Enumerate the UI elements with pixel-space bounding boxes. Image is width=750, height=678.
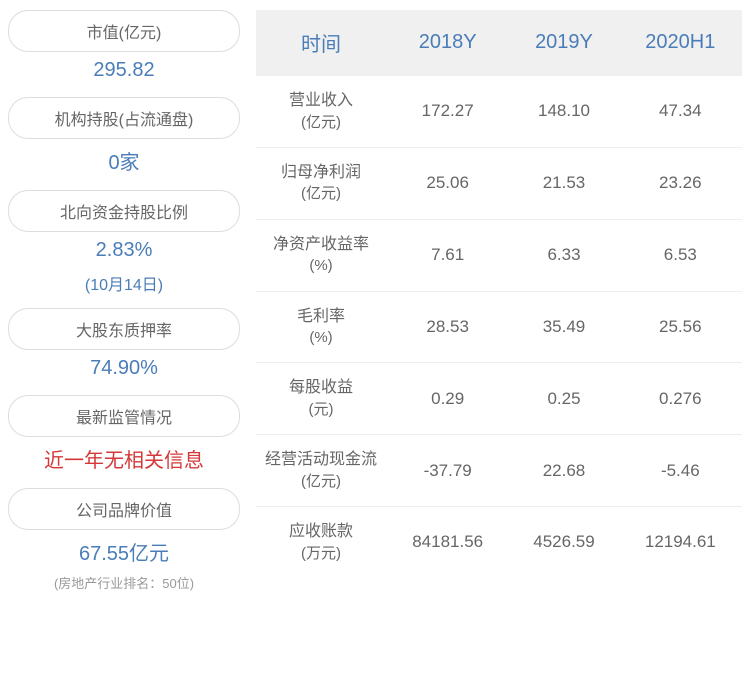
table-cell: 0.29: [386, 363, 509, 435]
table-cell: 6.33: [509, 219, 618, 291]
table-cell: 0.25: [509, 363, 618, 435]
table-cell: 35.49: [509, 291, 618, 363]
table-row: 经营活动现金流(亿元)-37.7922.68-5.46: [256, 435, 742, 507]
metric-label: 大股东质押率: [8, 308, 240, 350]
row-label-main: 经营活动现金流: [262, 449, 380, 471]
metric-value: 近一年无相关信息: [8, 442, 240, 475]
metric-label: 机构持股(占流通盘): [8, 97, 240, 139]
row-label-unit: (亿元): [262, 472, 380, 492]
table-cell: 4526.59: [509, 507, 618, 578]
financial-table-panel: 时间 2018Y 2019Y 2020H1 营业收入(亿元)172.27148.…: [248, 10, 742, 668]
row-label-main: 归母净利润: [262, 162, 380, 184]
table-cell: 25.06: [386, 147, 509, 219]
table-cell: -37.79: [386, 435, 509, 507]
table-cell: 172.27: [386, 76, 509, 148]
table-cell: 23.26: [619, 147, 742, 219]
row-label-main: 净资产收益率: [262, 234, 380, 256]
metric-label: 市值(亿元): [8, 10, 240, 52]
table-cell: 22.68: [509, 435, 618, 507]
metric-value: 295.82: [8, 57, 240, 84]
metric-label: 北向资金持股比例: [8, 190, 240, 232]
row-label: 净资产收益率(%): [256, 219, 386, 291]
header-time: 时间: [256, 10, 386, 76]
row-label: 每股收益(元): [256, 363, 386, 435]
table-cell: 6.53: [619, 219, 742, 291]
table-cell: 12194.61: [619, 507, 742, 578]
row-label-unit: (元): [262, 400, 380, 420]
metric-value: 0家: [8, 144, 240, 177]
table-row: 每股收益(元)0.290.250.276: [256, 363, 742, 435]
row-label-unit: (亿元): [262, 184, 380, 204]
row-label: 应收账款(万元): [256, 507, 386, 578]
metric-value: 2.83%: [8, 237, 240, 264]
row-label-unit: (万元): [262, 544, 380, 564]
table-row: 归母净利润(亿元)25.0621.5323.26: [256, 147, 742, 219]
left-metrics-panel: 市值(亿元) 295.82 机构持股(占流通盘) 0家北向资金持股比例 2.83% (10…: [8, 10, 248, 668]
header-col-1: 2019Y: [509, 10, 618, 76]
row-label-unit: (%): [262, 256, 380, 276]
table-cell: 0.276: [619, 363, 742, 435]
table-row: 毛利率(%)28.5335.4925.56: [256, 291, 742, 363]
row-label-unit: (亿元): [262, 113, 380, 133]
table-cell: -5.46: [619, 435, 742, 507]
table-cell: 7.61: [386, 219, 509, 291]
table-cell: 28.53: [386, 291, 509, 363]
metric-label: 最新监管情况: [8, 395, 240, 437]
table-row: 应收账款(万元)84181.564526.5912194.61: [256, 507, 742, 578]
metric-subtext: (10月14日): [8, 271, 240, 295]
header-col-0: 2018Y: [386, 10, 509, 76]
table-cell: 148.10: [509, 76, 618, 148]
table-row: 净资产收益率(%)7.616.336.53: [256, 219, 742, 291]
table-cell: 47.34: [619, 76, 742, 148]
row-label-main: 每股收益: [262, 377, 380, 399]
row-label-main: 毛利率: [262, 306, 380, 328]
row-label: 经营活动现金流(亿元): [256, 435, 386, 507]
table-body: 营业收入(亿元)172.27148.1047.34归母净利润(亿元)25.062…: [256, 76, 742, 578]
metric-value: 74.90%: [8, 355, 240, 382]
financial-table: 时间 2018Y 2019Y 2020H1 营业收入(亿元)172.27148.…: [256, 10, 742, 578]
row-label-main: 营业收入: [262, 90, 380, 112]
table-cell: 21.53: [509, 147, 618, 219]
table-cell: 84181.56: [386, 507, 509, 578]
metric-footnote: (房地产行业排名：50位): [8, 573, 240, 592]
row-label: 营业收入(亿元): [256, 76, 386, 148]
row-label: 归母净利润(亿元): [256, 147, 386, 219]
row-label-main: 应收账款: [262, 521, 380, 543]
metric-label: 公司品牌价值: [8, 488, 240, 530]
table-row: 营业收入(亿元)172.27148.1047.34: [256, 76, 742, 148]
table-header-row: 时间 2018Y 2019Y 2020H1: [256, 10, 742, 76]
table-cell: 25.56: [619, 291, 742, 363]
row-label-unit: (%): [262, 328, 380, 348]
header-col-2: 2020H1: [619, 10, 742, 76]
row-label: 毛利率(%): [256, 291, 386, 363]
metric-value: 67.55亿元: [8, 535, 240, 568]
